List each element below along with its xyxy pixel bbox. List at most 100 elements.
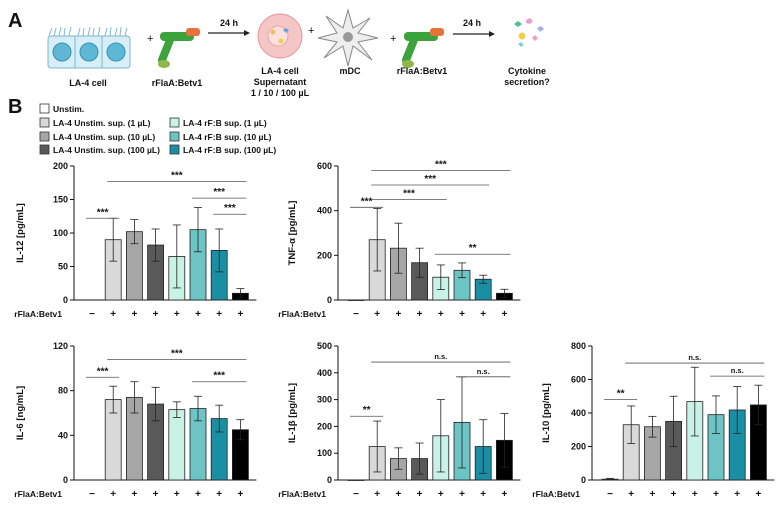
stimulation-marker: + (417, 309, 423, 320)
stimulation-marker: + (671, 489, 677, 500)
stimulation-marker: + (649, 489, 655, 500)
x-axis-label: rFlaA:Betv1 (14, 489, 62, 499)
y-tick-label: 0 (63, 295, 68, 305)
stimulation-marker: + (755, 489, 761, 500)
y-axis-label: IL-12 [pg/mL] (15, 203, 26, 263)
significance-label: *** (361, 196, 373, 207)
legend-label: LA-4 Unstim. sup. (10 µL) (53, 132, 155, 142)
stimulation-marker: − (89, 309, 95, 320)
stimulation-marker: + (459, 489, 465, 500)
cytokines-icon (514, 18, 544, 47)
stimulation-marker: + (692, 489, 698, 500)
stimulation-marker: + (110, 309, 116, 320)
panel-a-label: A (8, 10, 22, 32)
legend-swatch (169, 144, 180, 155)
significance-label: *** (224, 203, 236, 214)
y-tick-label: 0 (327, 295, 332, 305)
allergen-construct-icon (158, 28, 200, 68)
chart-panel: 0 50 100 150 200 IL-12 [pg/mL] *** *** *** *** rFl… (14, 161, 257, 320)
legend-label: Unstim. (53, 104, 84, 114)
y-axis-label: TNF-α [pg/mL] (287, 201, 298, 266)
y-tick-label: 800 (571, 341, 586, 351)
legend-label: LA-4 Unstim. sup. (1 µL) (53, 118, 151, 128)
lung-epithelial-cells-icon (47, 26, 131, 69)
stimulation-marker: + (374, 489, 380, 500)
y-tick-label: 40 (58, 430, 68, 440)
stimulation-marker: + (195, 309, 201, 320)
stimulation-marker: + (480, 309, 486, 320)
y-axis-label: IL-10 [pg/mL] (541, 383, 552, 443)
stimulation-marker: − (607, 489, 613, 500)
supernatant-label-line-3: 1 / 10 / 100 µL (251, 88, 310, 98)
allergen-label-2: rFlaA:Betv1 (397, 66, 448, 76)
stimulation-marker: + (438, 309, 444, 320)
y-tick-label: 100 (53, 228, 68, 238)
stimulation-marker: − (89, 489, 95, 500)
significance-label: n.s. (477, 367, 490, 376)
legend-label: LA-4 rF:B sup. (10 µL) (183, 132, 272, 142)
y-tick-label: 300 (317, 395, 332, 405)
x-axis-label: rFlaA:Betv1 (532, 489, 580, 499)
y-tick-label: 400 (317, 368, 332, 378)
chart-panel: 0 200 400 600 800 IL-10 [pg/mL] ** n.s. n.s. rFla… (532, 341, 775, 500)
stimulation-marker: + (216, 309, 222, 320)
y-tick-label: 0 (327, 475, 332, 485)
lung-cell-label: LA-4 cell (69, 78, 107, 88)
chart-panel: 0 100 200 300 400 500 IL-1β [pg/mL] ** n.s. n.s. r… (278, 341, 521, 500)
significance-label: ** (469, 243, 477, 254)
stimulation-marker: + (131, 309, 137, 320)
stimulation-marker: + (153, 489, 159, 500)
cytokine-label-line-1: Cytokine (508, 66, 546, 76)
stimulation-marker: + (501, 309, 507, 320)
arrow-right-icon (208, 30, 250, 36)
stimulation-marker: + (628, 489, 634, 500)
supernatant-cell-icon (257, 13, 303, 59)
y-tick-label: 100 (317, 448, 332, 458)
significance-label: *** (213, 187, 225, 198)
legend-swatch (39, 144, 50, 155)
stimulation-marker: + (237, 489, 243, 500)
significance-label: *** (97, 366, 109, 377)
stimulation-marker: + (153, 309, 159, 320)
significance-label: *** (424, 174, 436, 185)
significance-label: *** (171, 170, 183, 181)
dc-label: mDC (339, 66, 361, 76)
legend-label: LA-4 Unstim. sup. (100 µL) (53, 145, 160, 155)
plus-sign: + (147, 33, 153, 45)
bar (347, 479, 365, 481)
chart-panel: 0 40 80 120 IL-6 [ng/mL] *** *** *** rFlaA:Betv1… (14, 341, 257, 500)
stimulation-marker: − (353, 489, 359, 500)
significance-label: n.s. (731, 366, 744, 375)
y-tick-label: 150 (53, 195, 68, 205)
y-tick-label: 50 (58, 262, 68, 272)
x-axis-label: rFlaA:Betv1 (278, 309, 326, 319)
x-axis-label: rFlaA:Betv1 (14, 309, 62, 319)
incubation-time-2: 24 h (463, 18, 481, 28)
stimulation-marker: + (480, 489, 486, 500)
stimulation-marker: + (374, 309, 380, 320)
bar (347, 299, 365, 301)
allergen-label-1: rFlaA:Betv1 (152, 78, 203, 88)
stimulation-marker: + (195, 489, 201, 500)
plus-sign: + (308, 25, 314, 37)
plus-sign: + (390, 33, 396, 45)
stimulation-marker: + (174, 489, 180, 500)
legend-swatch (169, 117, 180, 128)
legend-swatch (169, 131, 180, 142)
stimulation-marker: + (734, 489, 740, 500)
significance-label: n.s. (688, 353, 701, 362)
y-tick-label: 200 (317, 250, 332, 260)
cytokine-label-line-2: secretion? (504, 77, 550, 87)
y-tick-label: 400 (317, 206, 332, 216)
y-tick-label: 0 (63, 475, 68, 485)
incubation-time-1: 24 h (220, 18, 238, 28)
y-axis-label: IL-6 [ng/mL] (15, 386, 26, 440)
significance-label: *** (171, 348, 183, 359)
stimulation-marker: + (216, 489, 222, 500)
supernatant-label-line-2: Supernatant (254, 77, 307, 87)
legend-swatch (39, 131, 50, 142)
stimulation-marker: − (353, 309, 359, 320)
legend-label: LA-4 rF:B sup. (100 µL) (183, 145, 276, 155)
